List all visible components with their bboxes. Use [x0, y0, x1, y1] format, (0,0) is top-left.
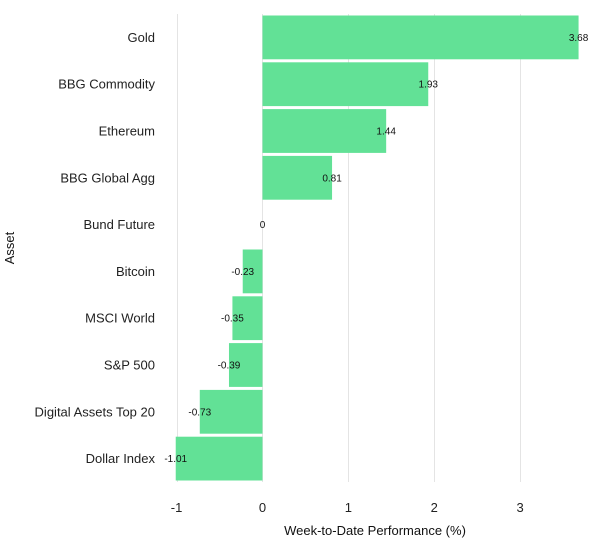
- x-tick-label-2: 2: [431, 500, 438, 515]
- bar-gold: [262, 15, 579, 60]
- data-label-bbg-global-agg: 0.81: [322, 173, 342, 184]
- category-label-ethereum: Ethereum: [99, 124, 155, 139]
- category-label-bbg-commodity: BBG Commodity: [58, 77, 155, 92]
- data-label-dollar-index: -1.01: [164, 454, 187, 465]
- category-label-bbg-global-agg: BBG Global Agg: [60, 170, 155, 185]
- x-tick-label-3: 3: [517, 500, 524, 515]
- data-label-bitcoin: -0.23: [231, 267, 254, 278]
- x-tick-label-0: 0: [259, 500, 266, 515]
- bar-bbg-commodity: [262, 62, 429, 107]
- x-axis-title: Week-to-Date Performance (%): [284, 523, 466, 538]
- bar-bitcoin: [242, 249, 263, 294]
- category-label-dollar-index: Dollar Index: [86, 451, 156, 466]
- x-tick-label--1: -1: [171, 500, 183, 515]
- bar-ethereum: [262, 109, 387, 153]
- data-label-bbg-commodity: 1.93: [419, 80, 439, 91]
- category-label-gold: Gold: [128, 30, 155, 45]
- bars: [175, 15, 579, 481]
- bar-bbg-global-agg: [262, 155, 333, 200]
- category-label-bund-future: Bund Future: [83, 217, 155, 232]
- data-label-msci-world: -0.35: [221, 314, 244, 325]
- data-label-bund-future: 0: [260, 220, 266, 231]
- bar-dollar-index: [175, 436, 263, 481]
- category-labels: Gold BBG Commodity Ethereum BBG Global Agg B…: [35, 30, 156, 466]
- x-tick-labels: -1 0 1 2 3: [171, 500, 524, 515]
- data-labels: 3.68 1.93 1.44 0.81 0 -0.23 -0.35 -0.39 -0.73 -1.…: [164, 33, 588, 465]
- data-label-ethereum: 1.44: [376, 127, 396, 138]
- bar-digital-assets-top-20: [199, 389, 263, 434]
- data-label-gold: 3.68: [569, 33, 589, 44]
- category-label-digital-assets-top-20: Digital Assets Top 20: [35, 404, 155, 419]
- category-label-s-p-500: S&P 500: [104, 358, 155, 373]
- data-label-digital-assets-top-20: -0.73: [188, 407, 211, 418]
- category-label-bitcoin: Bitcoin: [116, 264, 155, 279]
- y-axis-title: Asset: [2, 231, 17, 264]
- data-label-s-p-500: -0.39: [218, 361, 241, 372]
- bar-s-p-500: [228, 343, 263, 387]
- bar-msci-world: [232, 296, 263, 341]
- category-label-msci-world: MSCI World: [85, 311, 155, 326]
- x-tick-label-1: 1: [345, 500, 352, 515]
